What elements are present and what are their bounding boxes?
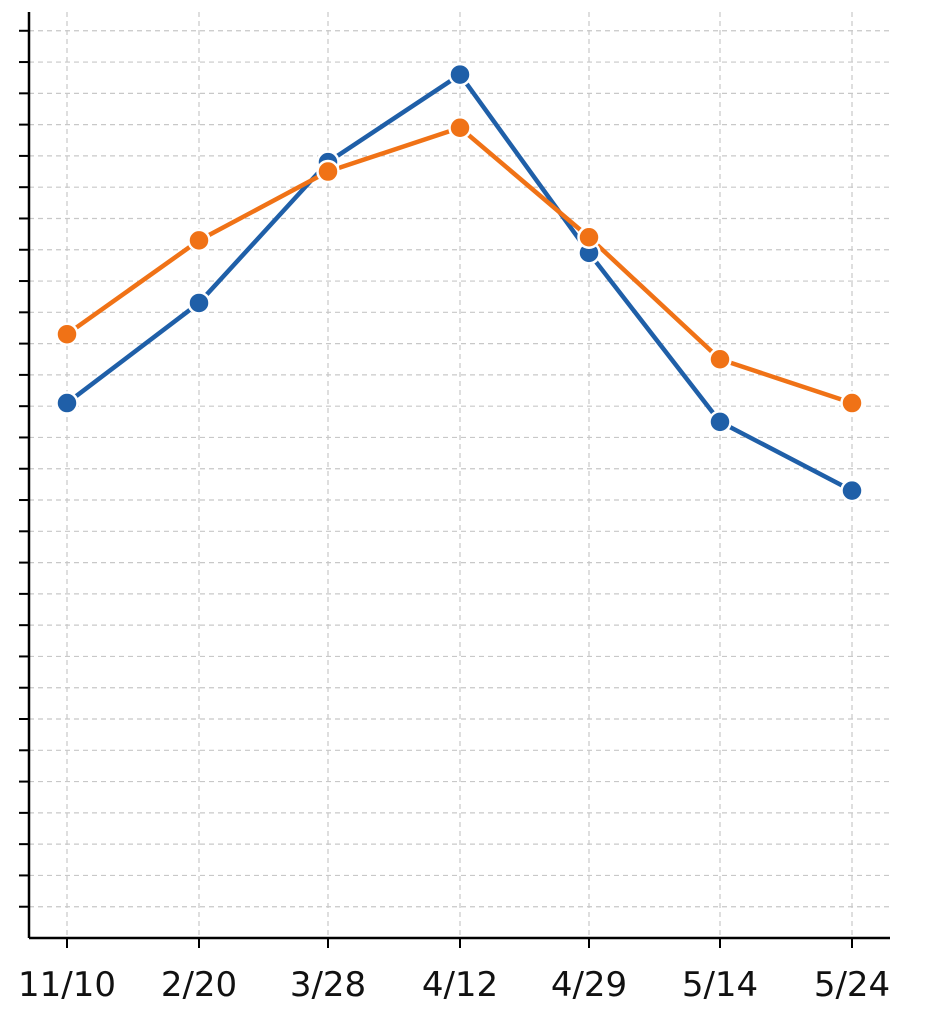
series-2-point bbox=[55, 322, 79, 346]
x-tick-label: 11/10 bbox=[18, 965, 116, 1005]
series-layer bbox=[55, 62, 864, 503]
grid bbox=[29, 12, 890, 938]
series-1-point bbox=[448, 62, 472, 87]
series-2-point bbox=[840, 391, 864, 415]
series-1-point bbox=[840, 478, 864, 503]
series-2-point bbox=[577, 225, 601, 249]
series-2-point bbox=[708, 347, 732, 371]
x-axis-ticks: 11/10 2/20 3/28 4/12 4/29 5/14 5/24 bbox=[18, 938, 890, 1005]
x-tick-label: 5/14 bbox=[682, 965, 758, 1005]
series-1-point bbox=[187, 291, 211, 315]
x-tick-label: 5/24 bbox=[814, 965, 890, 1005]
series-1-point bbox=[55, 391, 79, 415]
series-2-point bbox=[448, 116, 472, 140]
series-1-point bbox=[708, 410, 732, 434]
x-tick-label: 2/20 bbox=[161, 965, 237, 1005]
series-2-point bbox=[316, 159, 340, 184]
series-2-point bbox=[187, 228, 211, 253]
x-tick-label: 4/12 bbox=[422, 965, 498, 1005]
x-tick-label: 4/29 bbox=[551, 965, 627, 1005]
x-tick-label: 3/28 bbox=[290, 965, 366, 1005]
y-axis-ticks bbox=[19, 29, 29, 908]
